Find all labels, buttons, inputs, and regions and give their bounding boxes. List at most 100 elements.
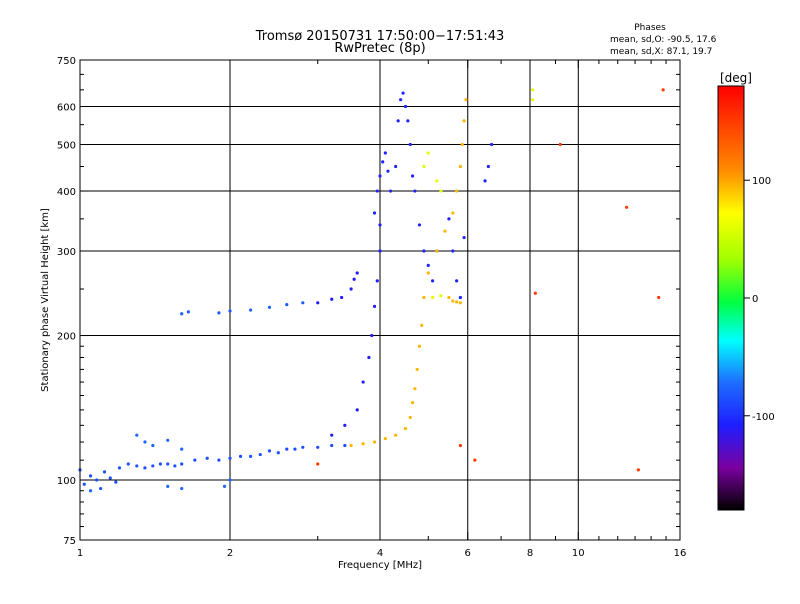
data-point [531,88,535,92]
data-point [158,462,163,466]
y-tick-label: 300 [57,247,76,258]
data-point [238,454,243,459]
data-point [316,462,320,466]
x-tick-label: 4 [377,548,383,559]
data-point [222,484,227,488]
data-point [285,447,289,451]
data-point [458,164,463,169]
data-point [413,387,417,391]
colorbar-unit-label: [deg] [720,71,752,85]
colorbar [717,85,745,511]
data-point [378,249,382,253]
data-point [410,400,415,405]
y-tick-label: 75 [63,536,76,547]
data-point [406,119,410,123]
data-point [370,333,374,338]
data-point [135,433,139,437]
data-point [276,451,280,455]
x-tick-label: 8 [527,548,533,559]
data-point [180,312,184,316]
data-point [293,447,297,451]
data-point [388,189,393,193]
data-point [372,211,377,215]
data-point [458,301,463,305]
data-point [151,464,155,468]
data-point [451,211,455,215]
data-point [143,466,147,470]
phases-mean-o: mean, sd,O: -90.5, 17.6 [610,35,717,45]
data-point [420,323,424,327]
data-point [394,164,398,169]
data-point [228,309,232,313]
colorbar-tick-label: 0 [752,294,758,305]
data-point [558,142,562,147]
data-point [316,301,320,305]
data-point [422,295,426,300]
data-point [361,380,365,384]
data-point [301,301,305,305]
data-point [135,464,139,468]
data-point [330,297,334,301]
data-point [426,151,430,155]
data-point [439,189,443,193]
phases-title: Phases [634,23,666,33]
data-point [99,486,103,491]
data-point [355,408,359,412]
x-axis-ticks: 1 2 4 6 8 10 16 [77,60,686,559]
colorbar-ticks: 100 0 -100 [744,176,775,423]
data-point [340,295,344,300]
data-point [661,88,665,92]
data-point [399,98,403,102]
data-point [443,229,447,233]
data-point [533,291,537,295]
data-point [375,279,379,283]
data-point [166,462,170,466]
data-point [422,164,426,169]
chart-title-line1: Tromsø 20150731 17:50:00−17:51:43 [255,29,505,44]
data-point [102,470,107,474]
phases-mean-x: mean, sd,X: 87.1, 19.7 [610,47,712,57]
x-tick-label: 1 [77,548,83,559]
data-points [78,88,665,493]
data-point [451,299,455,303]
data-point [166,438,170,442]
data-point [435,249,439,253]
y-tick-label: 750 [57,56,76,67]
data-point [426,263,430,267]
data-point [361,442,365,446]
data-point [166,484,170,488]
data-point [352,277,356,281]
data-point [180,447,184,451]
y-tick-label: 400 [57,187,76,198]
data-point [415,367,419,372]
data-point [483,179,487,183]
chart-title-line2: RwPretec (8p) [334,41,425,56]
data-point [343,423,347,427]
data-point [378,223,382,227]
data-point [228,456,232,460]
data-point [180,462,184,466]
data-point [435,179,439,183]
data-point [267,449,272,453]
data-point [394,433,398,437]
data-point [95,478,99,482]
data-point [624,205,629,209]
data-point [417,344,422,348]
y-axis-label: Stationary phase Virtual Height [km] [40,208,51,392]
data-point [114,480,118,484]
data-point [173,464,177,468]
data-point [367,355,371,360]
y-tick-label: 600 [57,103,76,114]
data-point [458,443,463,448]
data-point [180,486,184,491]
data-point [430,295,435,300]
x-axis-label: Frequency [MHz] [338,560,422,571]
data-point [372,440,377,444]
x-tick-label: 6 [465,548,471,559]
data-point [186,310,190,314]
data-point [249,308,253,312]
colorbar-tick-label: -100 [752,412,775,423]
data-point [413,189,417,193]
data-point [330,443,334,448]
